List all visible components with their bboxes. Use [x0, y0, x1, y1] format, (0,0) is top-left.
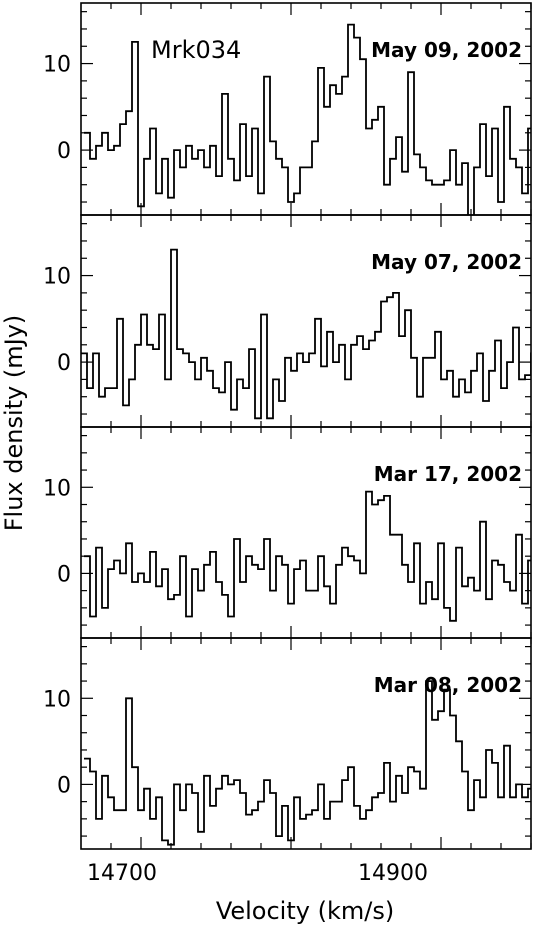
panel-frame-1 [80, 2, 532, 216]
y-tick-label-0: 0 [57, 562, 71, 587]
y-tick-label-10: 10 [43, 53, 71, 78]
y-tick-label-10: 10 [43, 265, 71, 290]
panel-date-label-4: Mar 08, 2002 [374, 673, 522, 697]
panel-1: 0 10 May 09, 2002 [43, 3, 532, 215]
spectrum-line-3 [84, 490, 531, 622]
spectrum-line-2 [81, 248, 531, 420]
x-axis-title: Velocity (km/s) [216, 897, 394, 925]
x-tick-label-14900: 14900 [358, 861, 428, 886]
y-tick-label-0: 0 [57, 351, 71, 376]
panel-frame-2 [80, 214, 532, 428]
y-tick-label-10: 10 [43, 476, 71, 501]
panel-2: 0 10 May 07, 2002 [43, 215, 532, 427]
object-label: Mrk034 [151, 36, 241, 64]
panel-frame-3 [80, 426, 532, 639]
panel-date-label-3: Mar 17, 2002 [374, 462, 522, 486]
panel-frame-4 [80, 637, 532, 850]
y-tick-label-0: 0 [57, 139, 71, 164]
spectrum-line-1 [84, 23, 531, 215]
panel-date-label-2: May 07, 2002 [371, 250, 522, 274]
x-tick-label-14700: 14700 [87, 861, 157, 886]
panel-4: 0 10 Mar 08, 2002 [43, 638, 532, 849]
y-tick-label-0: 0 [57, 773, 71, 798]
panels-group: 0 10 May 09, 2002 0 10 May 07, 2002 0 10 Mar 17,… [43, 3, 532, 849]
figure-frame [80, 2, 532, 850]
y-tick-label-10: 10 [43, 687, 71, 712]
panel-date-label-1: May 09, 2002 [371, 38, 522, 62]
y-axis-title: Flux density (mJy) [0, 315, 28, 532]
panel-3: 0 10 Mar 17, 2002 [43, 427, 532, 638]
spectrum-line-4 [84, 680, 531, 846]
